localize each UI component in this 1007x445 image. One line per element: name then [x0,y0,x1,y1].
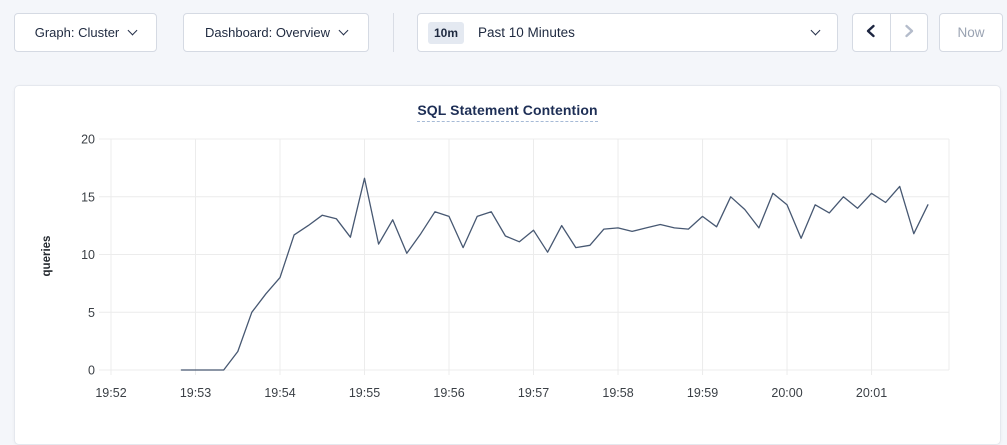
next-time-button[interactable] [889,14,928,51]
svg-text:10: 10 [81,248,95,262]
chevron-down-icon [338,25,349,36]
svg-text:19:57: 19:57 [518,386,549,400]
svg-text:20:01: 20:01 [856,386,887,400]
time-window-label: Past 10 Minutes [478,25,575,40]
chevron-left-icon [864,23,878,42]
graph-dropdown[interactable]: Graph: Cluster [14,13,157,52]
time-nav-group [852,13,928,52]
svg-text:queries: queries [41,236,53,277]
chart-title: SQL Statement Contention [15,102,1000,122]
dashboard-dropdown[interactable]: Dashboard: Overview [183,13,369,52]
chart-title-text[interactable]: SQL Statement Contention [417,102,598,122]
chevron-down-icon [810,25,821,36]
prev-time-button[interactable] [853,14,890,51]
svg-text:19:53: 19:53 [180,386,211,400]
sql-contention-line-chart[interactable]: 0 5 10 15 20 19:52 19:53 19:54 19:55 19:56 19:57 19… [15,86,1000,431]
svg-text:5: 5 [88,306,95,320]
toolbar-divider [393,13,394,52]
svg-text:19:58: 19:58 [602,386,633,400]
time-window-badge: 10m [428,21,465,44]
svg-text:19:54: 19:54 [264,386,295,400]
dashboard-dropdown-label: Dashboard: Overview [205,25,330,40]
svg-text:15: 15 [81,190,95,204]
svg-text:19:59: 19:59 [687,386,718,400]
time-range-picker[interactable]: 10m Past 10 Minutes [417,13,838,52]
svg-text:0: 0 [88,364,95,378]
svg-text:20: 20 [81,133,95,147]
chevron-right-icon [902,23,916,42]
svg-text:19:55: 19:55 [349,386,380,400]
chevron-down-icon [127,25,138,36]
chart-card: SQL Statement Contention 0 5 10 15 20 19:52 19… [14,85,1001,445]
graph-dropdown-label: Graph: Cluster [34,25,120,40]
svg-text:19:52: 19:52 [95,386,126,400]
now-button[interactable]: Now [939,13,1003,52]
svg-text:19:56: 19:56 [433,386,464,400]
svg-text:20:00: 20:00 [771,386,802,400]
